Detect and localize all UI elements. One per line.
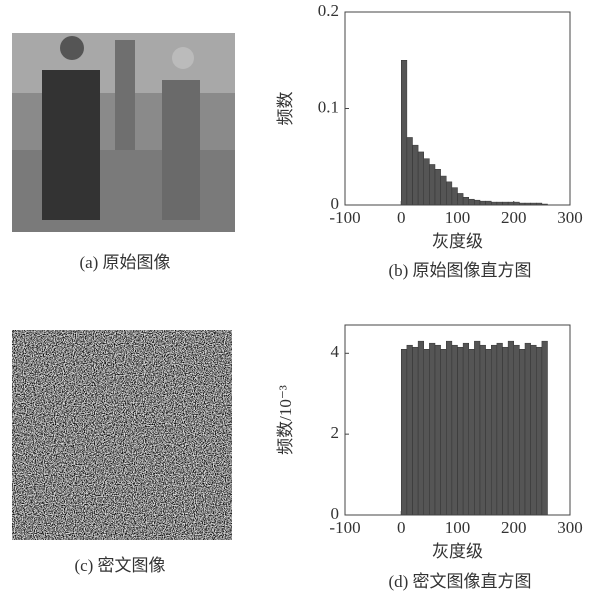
caption: (b) 原始图像直方图 [388,261,531,280]
bar [469,349,475,515]
bar [514,345,520,515]
y-axis-label: 频数/10⁻³ [276,385,295,455]
bar [407,137,413,205]
x-tick-label: 100 [445,208,471,227]
bar [452,345,458,515]
bar [418,152,424,205]
y-tick-label: 0.1 [318,97,339,116]
bar [446,182,452,205]
y-tick-label: 4 [331,342,340,361]
bar [413,347,419,515]
bar [413,145,419,205]
bar [508,341,514,515]
bar [424,349,430,515]
y-tick-label: 0.2 [318,1,339,20]
bar [441,176,447,205]
bar [491,345,497,515]
bar [418,341,424,515]
x-tick-label: 0 [397,518,406,537]
cipher-image [12,330,232,540]
bar [446,341,452,515]
bar [458,193,464,205]
bar [536,347,542,515]
x-tick-label: 200 [501,208,527,227]
y-tick-label: 2 [331,423,340,442]
bar [474,341,480,515]
x-axis-label: 灰度级 [432,232,483,251]
bar [441,349,447,515]
bar [401,349,407,515]
bar [469,199,475,205]
bar [480,345,486,515]
bar [401,60,407,205]
bar [525,343,531,515]
bar [463,197,469,205]
bar [519,349,525,515]
x-tick-label: 300 [557,518,583,537]
bar [429,164,435,205]
bar [497,343,503,515]
bar [474,200,480,205]
caption: (a) 原始图像 [79,253,170,272]
y-axis-label: 频数 [276,92,295,126]
y-tick-label: 0 [331,194,340,213]
bar [542,341,548,515]
bar [424,159,430,205]
caption: (d) 密文图像直方图 [388,572,531,591]
bar [503,347,509,515]
bar [429,343,435,515]
bar [531,345,537,515]
figure: (a) 原始图像 (c) 密文图像 (b) 原始图像直方图 (d) 密文图像直方… [0,0,604,599]
x-tick-label: 0 [397,208,406,227]
caption: (c) 密文图像 [74,556,165,575]
bar [486,349,492,515]
x-axis-label: 灰度级 [432,542,483,561]
bar [407,345,413,515]
bar [435,169,441,205]
bar [463,343,469,515]
bar [458,347,464,515]
bar [435,345,441,515]
bar [452,188,458,205]
plot-frame [345,12,570,205]
x-tick-label: 200 [501,518,527,537]
bar [480,201,486,205]
original-image [12,33,235,232]
x-tick-label: 300 [557,208,583,227]
y-tick-label: 0 [331,504,340,523]
bar [486,201,492,205]
x-tick-label: 100 [445,518,471,537]
